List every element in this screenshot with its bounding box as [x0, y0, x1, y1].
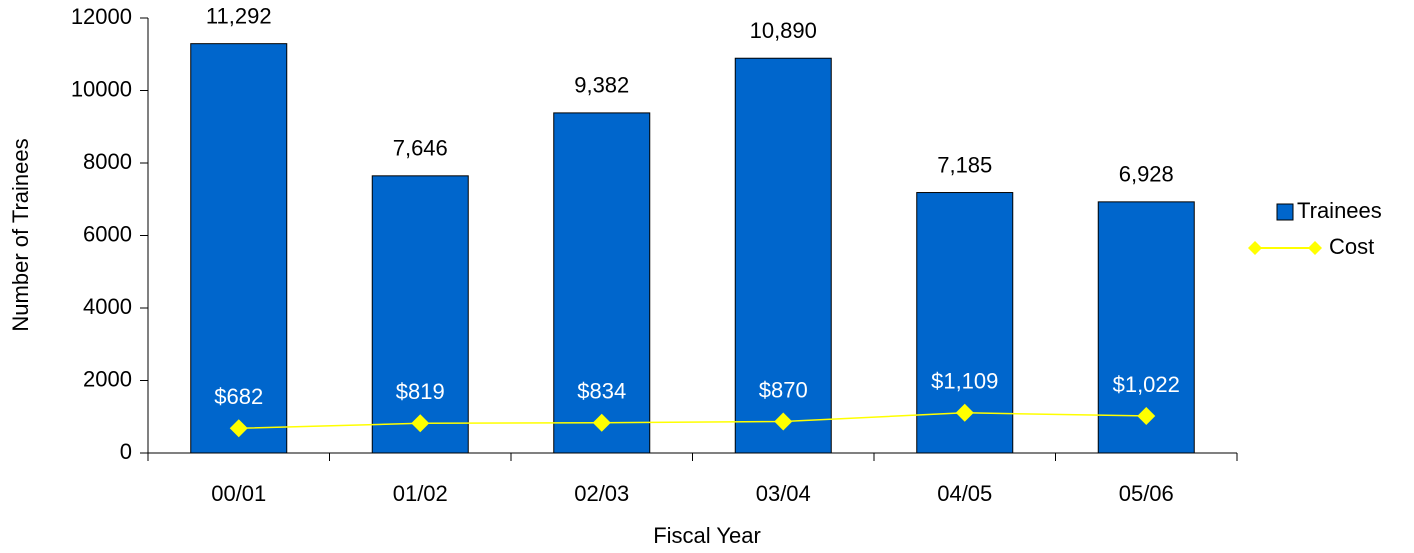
cost-point	[229, 419, 248, 438]
legend-label: Trainees	[1297, 198, 1382, 223]
y-tick-label: 8000	[83, 149, 132, 174]
bar	[734, 57, 832, 454]
bar-value-label: 9,382	[574, 73, 629, 98]
legend-swatch	[1276, 203, 1294, 221]
cost-point	[1137, 406, 1156, 425]
bar	[371, 175, 469, 454]
cost-value-label: $682	[214, 384, 263, 409]
x-tick-label: 00/01	[211, 481, 266, 506]
bar-value-label: 11,292	[206, 3, 272, 28]
legend-label: Cost	[1329, 234, 1374, 259]
x-tick-label: 05/06	[1119, 481, 1174, 506]
bar	[553, 112, 651, 454]
legend-marker	[1248, 241, 1262, 255]
y-tick-label: 4000	[83, 294, 132, 319]
cost-point	[955, 403, 974, 422]
legend-marker	[1308, 241, 1322, 255]
cost-point	[774, 412, 793, 431]
y-tick-label: 2000	[83, 366, 132, 391]
y-axis-label: Number of Trainees	[8, 138, 33, 331]
x-tick-label: 03/04	[756, 481, 811, 506]
x-tick-label: 02/03	[574, 481, 629, 506]
bar	[190, 43, 288, 454]
bar-value-label: 6,928	[1119, 162, 1174, 187]
x-tick-label: 01/02	[393, 481, 448, 506]
y-tick-label: 6000	[83, 221, 132, 246]
cost-value-label: $1,109	[931, 369, 998, 394]
cost-point	[411, 414, 430, 433]
x-tick-label: 04/05	[937, 481, 992, 506]
cost-value-label: $1,022	[1113, 372, 1180, 397]
bar-value-label: 10,890	[750, 18, 817, 43]
cost-point	[592, 413, 611, 432]
y-tick-label: 0	[120, 439, 132, 464]
cost-value-label: $834	[577, 379, 626, 404]
y-tick-label: 12000	[71, 4, 132, 29]
cost-value-label: $870	[759, 377, 808, 402]
cost-line	[238, 412, 1147, 430]
cost-value-label: $819	[396, 379, 445, 404]
y-tick-label: 10000	[71, 76, 132, 101]
bar-value-label: 7,185	[937, 152, 992, 177]
x-axis-label: Fiscal Year	[653, 523, 761, 548]
bar-value-label: 7,646	[393, 136, 448, 161]
